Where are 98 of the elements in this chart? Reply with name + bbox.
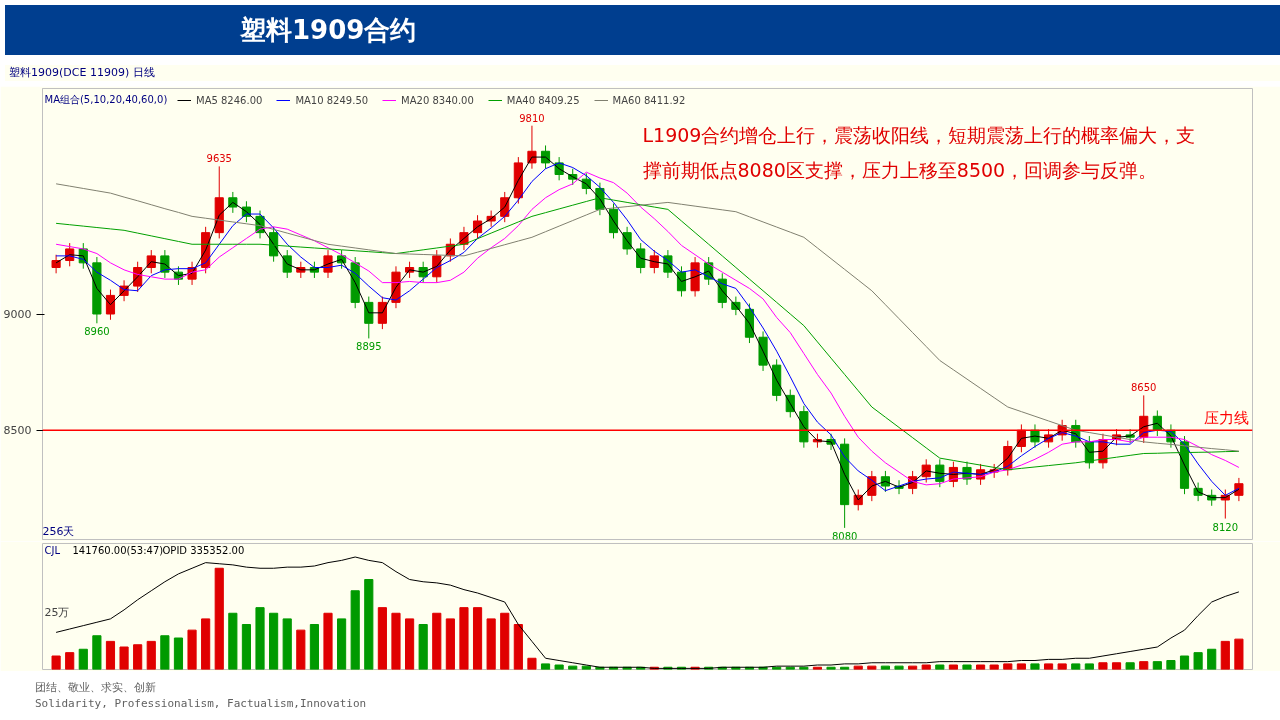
bar [337, 618, 347, 670]
bar [405, 618, 415, 670]
bar [568, 665, 578, 670]
bar [228, 612, 238, 670]
legend-label: MA5 8246.00 [196, 94, 263, 106]
bar [282, 618, 292, 670]
text: OPID 335352.00 [162, 544, 245, 556]
bar [1111, 662, 1122, 670]
legend-title: MA组合(5,10,20,40,60,0) [44, 93, 168, 105]
bar [119, 646, 129, 670]
candlestick [636, 242, 646, 274]
legend-label: MA60 8411.92 [612, 94, 686, 106]
bar [391, 612, 401, 670]
bar [105, 640, 116, 670]
bar [867, 665, 877, 670]
bar [962, 664, 972, 670]
annotation: 8960 [84, 326, 110, 338]
bar [418, 624, 428, 670]
bar [1003, 663, 1013, 670]
bar [187, 629, 197, 670]
bar [160, 635, 170, 670]
legend-label: MA20 8340.00 [401, 94, 474, 106]
bar [1152, 661, 1162, 670]
chart-title: 塑料1909合约 [240, 14, 417, 47]
bar [513, 624, 523, 670]
bar [486, 618, 496, 670]
bar [377, 607, 387, 670]
bar [948, 664, 958, 670]
annotation: 256天 [42, 524, 75, 538]
bar [51, 655, 61, 670]
bar [445, 618, 455, 670]
legend-label: MA10 8249.50 [295, 94, 369, 106]
bar [432, 612, 442, 670]
text: Solidarity, Professionalism, Factualism,Innovation [35, 696, 367, 710]
text: 141760.00(53:47) [72, 544, 164, 556]
annotation: 8080 [831, 530, 858, 542]
annotation: 9635 [206, 153, 232, 165]
bar [133, 644, 143, 670]
bar [1098, 662, 1108, 670]
bar [214, 567, 224, 670]
bar [78, 648, 88, 670]
bar [364, 579, 374, 670]
bar [472, 607, 483, 670]
bar [255, 607, 265, 670]
bar [1193, 652, 1203, 670]
bar [459, 607, 469, 670]
ref-line-label: 压力线 [1203, 409, 1249, 428]
bar [350, 590, 360, 670]
bar [1125, 662, 1135, 670]
bar [1207, 648, 1217, 670]
bar [241, 624, 252, 670]
bar [201, 618, 211, 670]
bar [1234, 638, 1244, 670]
bar [1084, 663, 1094, 670]
annotation: L1909合约增仓上行，震荡收阳线，短期震荡上行的概率偏大，支撑前期低点8080区支撑，压力上移至8500，回调参与反弹。 [642, 123, 1196, 181]
bar [1179, 655, 1190, 670]
bar [500, 612, 510, 670]
bar [527, 657, 537, 670]
bar [309, 624, 319, 670]
bar [989, 664, 999, 670]
bar [1220, 640, 1230, 670]
bar [1030, 663, 1040, 670]
bar [323, 612, 333, 670]
bar [853, 665, 863, 670]
bar [1043, 663, 1054, 670]
bar [1057, 663, 1067, 670]
annotation: 9810 [519, 112, 545, 124]
candlestick [364, 296, 374, 339]
bar [1166, 660, 1176, 670]
bar [554, 664, 564, 670]
text: 团结、敬业、求实、创新 [35, 681, 156, 694]
candlestick [105, 289, 116, 321]
y-tick-label: 8500 [3, 424, 32, 438]
bar [1071, 663, 1081, 670]
bar [92, 635, 102, 670]
bar [935, 664, 945, 670]
bar [1016, 663, 1026, 670]
bar [269, 612, 279, 670]
bar [296, 629, 306, 670]
bar [908, 665, 918, 670]
annotation: 8895 [356, 341, 382, 353]
bar [976, 664, 986, 670]
text: 塑料1909(DCE 11909) 日线 [9, 65, 155, 81]
annotation: 25万 [44, 605, 70, 619]
bar [880, 665, 890, 670]
bar [894, 665, 904, 670]
bar [146, 640, 156, 670]
annotation: 8650 [1131, 382, 1157, 394]
text: CJL [44, 544, 61, 556]
bar [173, 637, 184, 670]
bar [921, 664, 931, 670]
legend-label: MA40 8409.25 [506, 94, 580, 106]
candlestick [377, 296, 387, 330]
annotation: 8120 [1212, 521, 1239, 533]
bar [1139, 661, 1149, 670]
bar [65, 652, 75, 670]
bar [540, 663, 551, 670]
y-tick-label: 9000 [3, 308, 32, 321]
